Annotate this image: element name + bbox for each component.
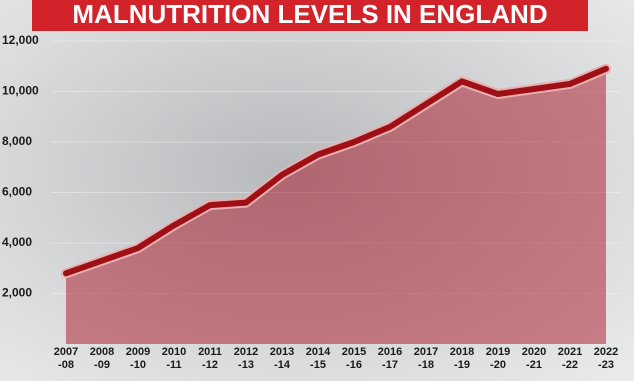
area: [66, 68, 606, 345]
x-tick-label: 2014 -15: [305, 346, 331, 371]
y-tick-label: 12,000: [2, 33, 39, 47]
x-tick-label: 2009 -10: [125, 346, 151, 371]
x-tick-label: 2022 -23: [593, 346, 619, 371]
x-tick-label: 2016 -17: [377, 346, 403, 371]
x-tick-label: 2019 -20: [485, 346, 511, 371]
x-tick-label: 2007 -08: [53, 346, 79, 371]
y-tick-label: 8,000: [2, 134, 32, 148]
title-banner: [32, 0, 588, 31]
x-tick-label: 2008 -09: [89, 346, 115, 371]
x-tick-label: 2021 -22: [557, 346, 583, 371]
x-tick-label: 2017 -18: [413, 346, 439, 371]
y-tick-label: 4,000: [2, 235, 32, 249]
x-tick-label: 2013 -14: [269, 346, 295, 371]
x-tick-label: 2018 -19: [449, 346, 475, 371]
x-tick-label: 2020 -21: [521, 346, 547, 371]
x-tick-label: 2015 -16: [341, 346, 367, 371]
chart-title: MALNUTRITION LEVELS IN ENGLAND: [72, 0, 547, 29]
y-tick-label: 6,000: [2, 185, 32, 199]
x-tick-label: 2012 -13: [233, 346, 259, 371]
x-tick-label: 2010 -11: [161, 346, 187, 371]
line: [63, 65, 609, 277]
y-tick-label: 10,000: [2, 84, 39, 98]
y-tick-label: 2,000: [2, 286, 32, 300]
x-tick-label: 2011 -12: [198, 346, 222, 371]
